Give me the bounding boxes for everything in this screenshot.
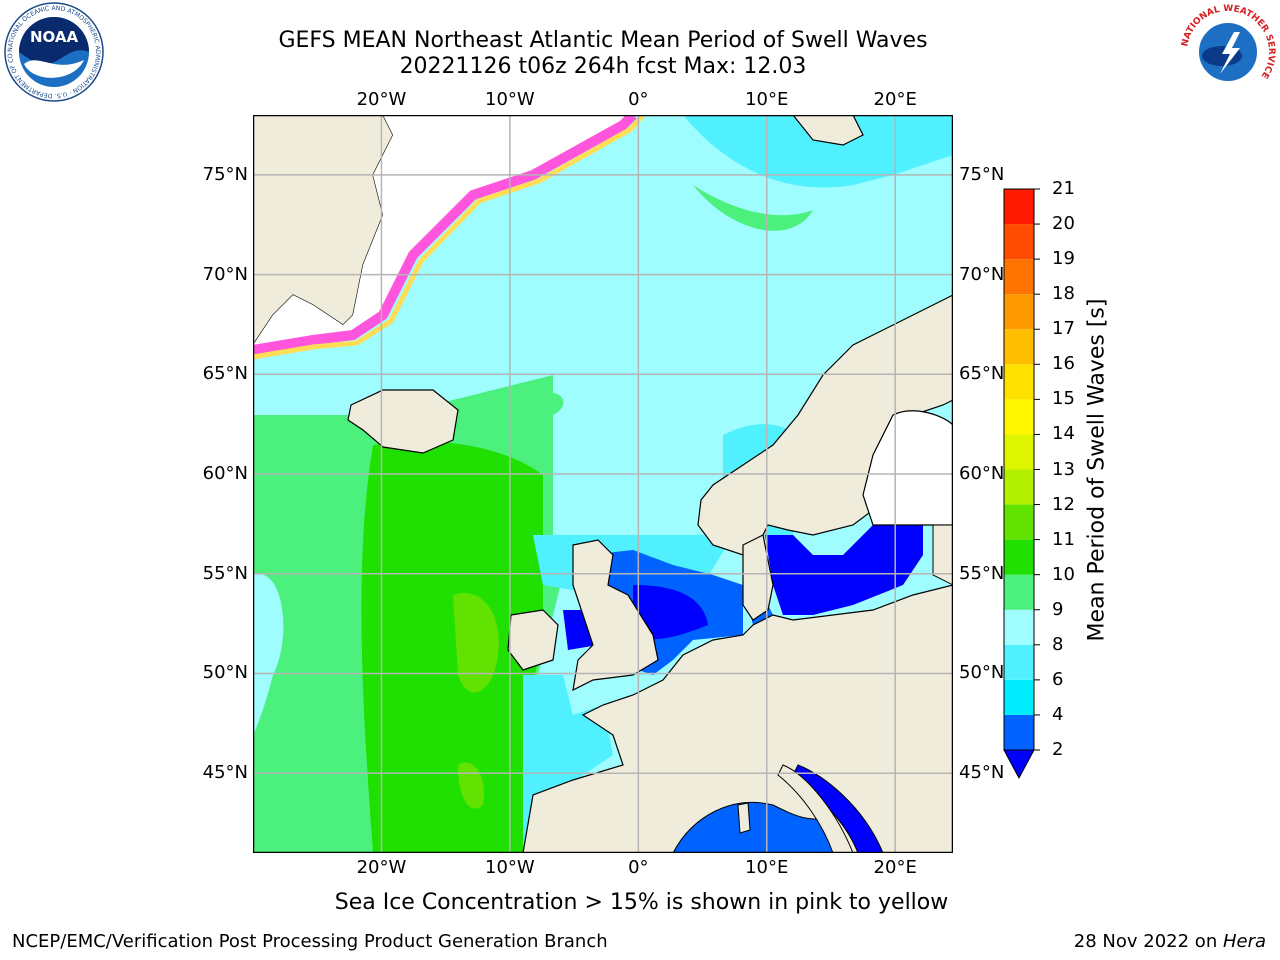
- colorbar-label-5: 10: [1052, 563, 1075, 585]
- footer-date: 28 Nov 2022 on Hera: [1074, 931, 1266, 952]
- colorbar: [1003, 188, 1040, 780]
- lat-tick-left-0: 75°N: [202, 163, 248, 185]
- colorbar-label-16: 21: [1052, 178, 1075, 199]
- colorbar-bands: [1003, 188, 1040, 780]
- swell-region-9-10s-patch: [529, 392, 564, 417]
- sea-ice-edge-pink: [253, 115, 637, 355]
- colorbar-label-8: 13: [1052, 458, 1075, 480]
- lat-tick-left-3: 60°N: [202, 463, 248, 485]
- lon-tick-top-0: 20°W: [356, 89, 407, 110]
- lat-tick-left-2: 65°N: [202, 363, 248, 385]
- lat-tick-right-1: 70°N: [959, 263, 1005, 285]
- ireland-land: [507, 609, 559, 671]
- italy-land: [777, 764, 854, 853]
- colorbar-band-15: [1004, 189, 1034, 225]
- colorbar-label-2: 6: [1052, 668, 1064, 690]
- svalbard-land: [792, 115, 864, 146]
- colorbar-label-11: 16: [1052, 353, 1075, 375]
- footer-credit: NCEP/EMC/Verification Post Processing Pr…: [12, 931, 608, 952]
- swell-region-8-9s-north: [383, 115, 953, 535]
- lat-tick-left-6: 45°N: [202, 762, 248, 784]
- footer-host: Hera: [1222, 931, 1266, 952]
- colorbar-title: Mean Period of Swell Waves [s]: [1084, 298, 1110, 642]
- iceland-land: [347, 389, 459, 454]
- colorbar-label-0: 2: [1052, 739, 1064, 760]
- lon-tick-top-3: 10°E: [745, 89, 789, 110]
- colorbar-band-13: [1004, 259, 1034, 295]
- footer-date-text: 28 Nov 2022 on: [1073, 931, 1223, 952]
- europe-land: [522, 584, 953, 853]
- colorbar-band-1: [1004, 679, 1034, 715]
- colorbar-label-3: 8: [1052, 633, 1064, 655]
- lon-tick-bottom-1: 10°W: [485, 857, 535, 878]
- colorbar-band-5: [1004, 539, 1034, 575]
- lat-tick-right-6: 45°N: [959, 762, 1005, 784]
- colorbar-label-12: 17: [1052, 318, 1075, 340]
- lon-tick-bottom-4: 20°E: [873, 857, 917, 878]
- colorbar-label-10: 15: [1052, 388, 1075, 410]
- lon-tick-bottom-3: 10°E: [745, 857, 789, 878]
- colorbar-band-9: [1004, 399, 1034, 435]
- colorbar-band-2: [1004, 644, 1034, 680]
- colorbar-label-4: 9: [1052, 598, 1064, 620]
- colorbar-label-9: 14: [1052, 423, 1075, 445]
- lat-tick-right-0: 75°N: [959, 163, 1005, 185]
- lat-tick-right-5: 50°N: [959, 662, 1005, 684]
- colorbar-band-8: [1004, 434, 1034, 470]
- lon-tick-top-4: 20°E: [873, 89, 917, 110]
- colorbar-band-11: [1004, 329, 1034, 365]
- colorbar-band-7: [1004, 469, 1034, 505]
- swell-region-8-9s-west: [253, 574, 284, 735]
- colorbar-label-6: 11: [1052, 528, 1075, 550]
- noaa-logo-text: NOAA: [30, 28, 79, 46]
- lat-tick-left-4: 55°N: [202, 562, 248, 584]
- colorbar-band-14: [1004, 224, 1034, 260]
- colorbar-band-10: [1004, 364, 1034, 400]
- forecast-subtitle: 20221126 t06z 264h fcst Max: 12.03: [399, 54, 807, 79]
- colorbar-band-0: [1004, 714, 1034, 750]
- swell-region-9-10s-north: [693, 185, 813, 231]
- swell-region-10-11s-central: [361, 441, 543, 853]
- lon-tick-bottom-0: 20°W: [356, 857, 407, 878]
- swell-region-under-2s-north-sea: [633, 585, 708, 640]
- denmark-land: [742, 534, 774, 621]
- lat-tick-left-1: 70°N: [202, 263, 248, 285]
- baltic-states-land: [932, 524, 953, 586]
- colorbar-under-arrow: [1003, 749, 1035, 780]
- colorbar-label-15: 20: [1052, 213, 1075, 235]
- lat-tick-right-2: 65°N: [959, 363, 1005, 385]
- map-title: GEFS MEAN Northeast Atlantic Mean Period…: [278, 28, 928, 53]
- noaa-logo: NATIONAL OCEANIC AND ATMOSPHERIC ADMINIS…: [4, 2, 104, 102]
- colorbar-label-7: 12: [1052, 493, 1075, 515]
- colorbar-band-3: [1004, 609, 1034, 645]
- map-frame: [253, 115, 953, 853]
- colorbar-label-14: 19: [1052, 248, 1075, 270]
- lon-tick-top-2: 0°: [628, 89, 649, 110]
- colorbar-band-12: [1004, 294, 1034, 330]
- lat-tick-left-5: 50°N: [202, 662, 248, 684]
- colorbar-label-13: 18: [1052, 283, 1075, 305]
- lon-tick-top-1: 10°W: [485, 89, 535, 110]
- colorbar-band-6: [1004, 504, 1034, 540]
- corsica-land: [737, 802, 751, 834]
- swell-region-6-8s-north: [683, 115, 953, 188]
- lat-tick-right-4: 55°N: [959, 562, 1005, 584]
- colorbar-label-1: 4: [1052, 703, 1064, 725]
- graticule: [253, 115, 953, 853]
- lon-tick-bottom-2: 0°: [628, 857, 649, 878]
- lat-tick-right-3: 60°N: [959, 463, 1005, 485]
- sea-ice-note: Sea Ice Concentration > 15% is shown in …: [334, 890, 949, 915]
- colorbar-band-4: [1004, 574, 1034, 610]
- nws-logo: NATIONAL WEATHER SERVICE: [1179, 3, 1277, 101]
- sea-ice-edge-yellow: [253, 115, 645, 360]
- great-britain-land: [572, 539, 659, 692]
- swell-period-map: [253, 115, 953, 853]
- swell-region-under-2s-baltic: [765, 525, 923, 615]
- gulf-of-bothnia-ice: [862, 410, 953, 526]
- swell-region-11-12s-patch: [453, 593, 499, 693]
